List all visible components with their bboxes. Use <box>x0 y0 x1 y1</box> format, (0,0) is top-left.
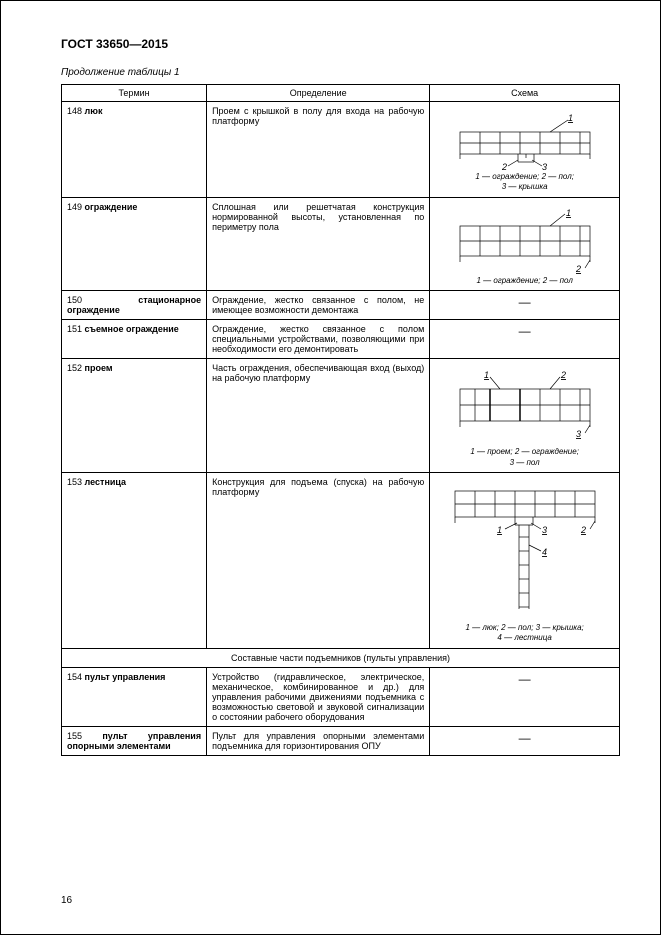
definition-cell: Часть ограждения, обеспечивающая вход (в… <box>207 359 430 473</box>
schema-152-icon: 1 2 3 <box>450 367 600 445</box>
schema-caption: 1 — проем; 2 — ограждение; 3 — пол <box>435 447 614 468</box>
table-row: 152 проем Часть ограждения, обеспечивающ… <box>62 359 620 473</box>
svg-text:1: 1 <box>497 525 502 535</box>
definition-cell: Проем с крышкой в полу для входа на рабо… <box>207 102 430 198</box>
definition-cell: Ограждение, жестко связанное с полом, не… <box>207 291 430 320</box>
svg-text:2: 2 <box>560 370 566 380</box>
schema-149-icon: 1 2 <box>450 206 600 274</box>
term-cell: 148 люк <box>62 102 207 198</box>
schema-cell: 1 2 3 4 1 — люк; 2 — пол; 3 — крышка; 4 … <box>430 472 620 648</box>
header-term: Термин <box>62 85 207 102</box>
svg-text:3: 3 <box>576 429 581 439</box>
term-number: 149 <box>67 202 82 212</box>
terms-table: Термин Определение Схема 148 люк Проем с… <box>61 84 620 756</box>
doc-title: ГОСТ 33650—2015 <box>61 37 620 51</box>
schema-cell: 1 2 3 1 — проем; 2 — ограждение; 3 — пол <box>430 359 620 473</box>
term-name: проем <box>85 363 113 373</box>
term-number: 150 <box>67 295 82 305</box>
svg-text:2: 2 <box>501 162 507 170</box>
term-name: пульт управления <box>85 672 166 682</box>
term-name: ограждение <box>85 202 138 212</box>
definition-cell: Устройство (гидравлическое, электрическо… <box>207 667 430 726</box>
term-number: 154 <box>67 672 82 682</box>
svg-text:4: 4 <box>542 547 547 557</box>
header-schema: Схема <box>430 85 620 102</box>
schema-caption: 1 — люк; 2 — пол; 3 — крышка; 4 — лестни… <box>435 623 614 644</box>
table-row: 155 пульт управления опорными элементами… <box>62 726 620 755</box>
header-definition: Определение <box>207 85 430 102</box>
term-number: 155 <box>67 731 82 741</box>
term-cell: 151 съемное ограждение <box>62 320 207 359</box>
schema-caption: 1 — ограждение; 2 — пол <box>435 276 614 286</box>
term-name: лестница <box>85 477 127 487</box>
section-header-row: Составные части подъемников (пульты упра… <box>62 648 620 667</box>
table-row: 153 лестница Конструкция для подъема (сп… <box>62 472 620 648</box>
term-name: съемное ограждение <box>85 324 179 334</box>
table-continuation: Продолжение таблицы 1 <box>61 67 620 78</box>
schema-148-icon: 1 2 3 <box>450 110 600 170</box>
table-row: 150 стационарное ограждение Ограждение, … <box>62 291 620 320</box>
schema-cell-empty: — <box>430 726 620 755</box>
table-row: 154 пульт управления Устройство (гидравл… <box>62 667 620 726</box>
schema-caption: 1 — ограждение; 2 — пол; 3 — крышка <box>435 172 614 193</box>
term-name: пульт управления опорными элементами <box>67 731 201 751</box>
definition-cell: Пульт для управления опорными элементами… <box>207 726 430 755</box>
svg-text:2: 2 <box>575 264 581 274</box>
term-cell: 150 стационарное ограждение <box>62 291 207 320</box>
svg-text:3: 3 <box>542 525 547 535</box>
term-cell: 152 проем <box>62 359 207 473</box>
schema-cell-empty: — <box>430 320 620 359</box>
schema-cell: 1 2 1 — ограждение; 2 — пол <box>430 197 620 290</box>
svg-text:1: 1 <box>484 370 489 380</box>
schema-153-icon: 1 2 3 4 <box>445 481 605 621</box>
page: ГОСТ 33650—2015 Продолжение таблицы 1 Те… <box>0 0 661 935</box>
svg-text:2: 2 <box>580 525 586 535</box>
svg-text:1: 1 <box>568 113 573 123</box>
section-title: Составные части подъемников (пульты упра… <box>62 648 620 667</box>
term-number: 151 <box>67 324 82 334</box>
definition-cell: Конструкция для подъема (спуска) на рабо… <box>207 472 430 648</box>
svg-text:3: 3 <box>542 162 547 170</box>
schema-cell-empty: — <box>430 667 620 726</box>
definition-cell: Сплошная или решетчатая конструкция норм… <box>207 197 430 290</box>
definition-cell: Ограждение, жестко связанное с полом спе… <box>207 320 430 359</box>
svg-text:1: 1 <box>566 208 571 218</box>
table-row: 148 люк Проем с крышкой в полу для входа… <box>62 102 620 198</box>
table-row: 149 ограждение Сплошная или решетчатая к… <box>62 197 620 290</box>
schema-cell-empty: — <box>430 291 620 320</box>
term-number: 152 <box>67 363 82 373</box>
schema-cell: 1 2 3 1 — ограждение; 2 — пол; 3 — крышк… <box>430 102 620 198</box>
term-cell: 149 ограждение <box>62 197 207 290</box>
table-row: 151 съемное ограждение Ограждение, жестк… <box>62 320 620 359</box>
term-number: 153 <box>67 477 82 487</box>
term-cell: 155 пульт управления опорными элементами <box>62 726 207 755</box>
term-name: стационарное ограждение <box>67 295 201 315</box>
term-number: 148 <box>67 106 82 116</box>
table-header-row: Термин Определение Схема <box>62 85 620 102</box>
term-cell: 154 пульт управления <box>62 667 207 726</box>
term-name: люк <box>85 106 103 116</box>
page-number: 16 <box>61 895 72 906</box>
term-cell: 153 лестница <box>62 472 207 648</box>
